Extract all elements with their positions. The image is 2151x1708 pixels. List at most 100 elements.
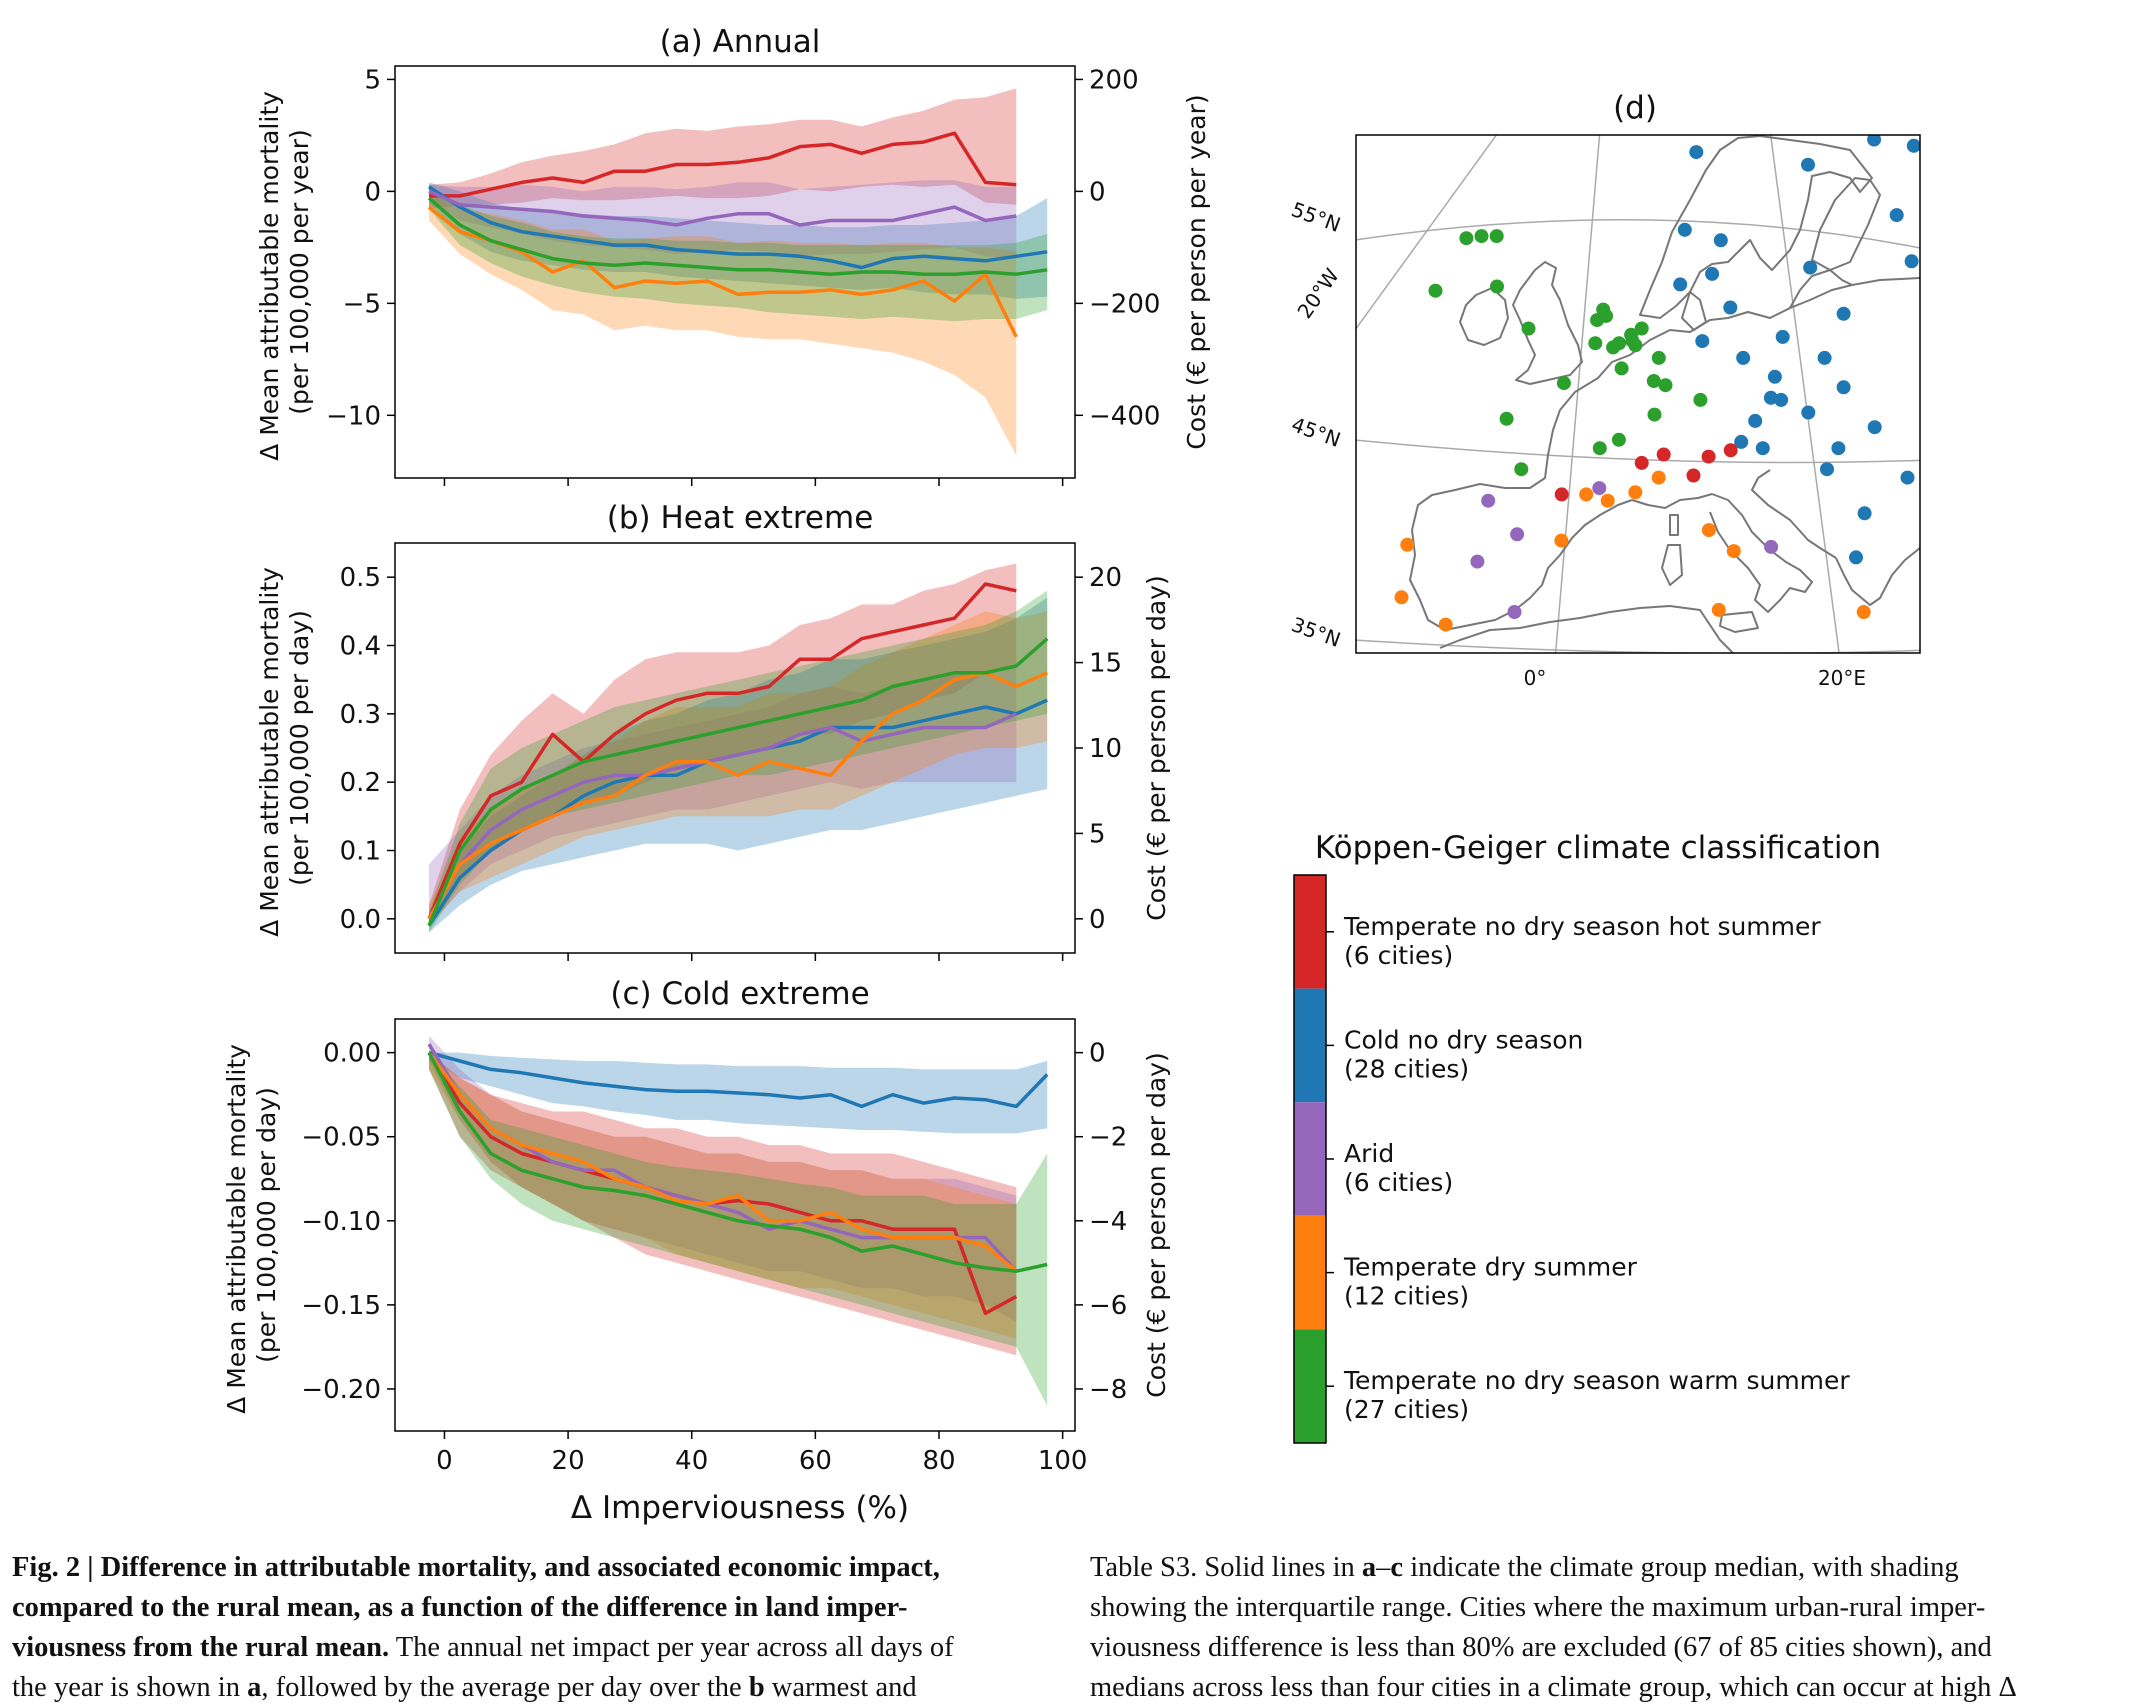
caption-right-line2: showing the interquartile range. Cities … <box>1090 1592 1986 1623</box>
city-point-green <box>1474 229 1489 244</box>
city-point-purple <box>1481 493 1496 508</box>
caption-left-4a: the year is shown in <box>12 1672 248 1703</box>
city-point-green <box>1521 321 1536 336</box>
city-point-blue <box>1906 138 1920 153</box>
caption-right: Table S3. Solid lines in a–c indicate th… <box>1090 1548 2150 1708</box>
caption-left-4c: , followed by the average per day over t… <box>261 1672 749 1703</box>
city-point-green <box>1693 392 1708 407</box>
median-line-green <box>427 637 1049 927</box>
city-point-blue <box>1734 434 1749 449</box>
city-point-blue <box>1817 350 1832 365</box>
city-point-blue <box>1767 369 1782 384</box>
caption-left-4b: a <box>247 1672 262 1703</box>
city-point-red <box>1656 447 1671 462</box>
y-tick-label: −5 <box>343 289 381 319</box>
y-tick-label: 0.2 <box>340 768 381 798</box>
legend: Köppen-Geiger climate classification Tem… <box>1293 830 1881 1444</box>
panel-b-lines <box>427 582 1049 927</box>
y-tick-label: −0.20 <box>301 1375 381 1405</box>
caption-right-1d: c <box>1390 1552 1404 1583</box>
coast-north-africa <box>1439 605 1735 653</box>
right-y-tick-label: −6 <box>1089 1291 1127 1321</box>
caption-left-4e: warmest and <box>764 1672 917 1703</box>
city-point-blue <box>1904 254 1919 269</box>
iqr-band-blue <box>429 182 1048 299</box>
caption-left-line1: Fig. 2 | Difference in attributable mort… <box>12 1548 1062 1588</box>
city-point-green <box>1499 411 1514 426</box>
legend-label-line1: Temperate no dry season hot summer <box>1343 912 1821 941</box>
panel-a-ylabel-line1: Δ Mean attributable mortality <box>255 91 284 461</box>
panel-c-ylabel: Δ Mean attributable mortality (per 100,0… <box>222 1036 281 1414</box>
city-point-blue <box>1889 208 1904 223</box>
lon-label-20e: 20°E <box>1818 666 1866 690</box>
coast-sicily <box>1719 611 1759 633</box>
city-point-blue <box>1831 441 1846 456</box>
caption-right-1a: Table S3. Solid lines in <box>1090 1552 1362 1583</box>
city-point-orange <box>1579 487 1594 502</box>
x-tick-label: 0 <box>436 1446 453 1476</box>
city-point-green <box>1614 361 1629 376</box>
right-y-tick-label: −200 <box>1089 289 1160 319</box>
right-y-tick-label: 0 <box>1089 177 1106 207</box>
city-point-blue <box>1836 380 1851 395</box>
panel-a-ylabel-right: Cost (€ per person per year) <box>1182 94 1211 449</box>
caption-left-line2: compared to the rural mean, as a functio… <box>12 1588 1062 1628</box>
map-area <box>1356 135 1920 653</box>
caption-fig-label: Fig. 2 | <box>12 1552 94 1583</box>
caption-right-1c: – <box>1376 1552 1391 1583</box>
median-line-red <box>427 582 1017 920</box>
city-point-blue <box>1801 157 1815 172</box>
right-y-tick-label: −4 <box>1089 1207 1127 1237</box>
median-line-purple <box>428 189 1017 227</box>
coast-continent <box>1559 277 1920 411</box>
city-point-green <box>1611 432 1626 447</box>
y-tick-label: 5 <box>364 65 381 95</box>
city-point-orange <box>1651 470 1666 485</box>
x-tick-label: 100 <box>1038 1446 1088 1476</box>
city-point-orange <box>1600 493 1615 508</box>
panel-b: (b) Heat extreme 0.5 0.4 0.3 0.2 0.1 0.0 20 15 1… <box>255 500 1171 961</box>
right-y-tick-label: −8 <box>1089 1375 1127 1405</box>
panel-b-ylabel: Δ Mean attributable mortality (per 100,0… <box>255 559 314 937</box>
city-point-blue <box>1775 329 1790 344</box>
legend-label-line2: (28 cities) <box>1344 1054 1469 1083</box>
panel-c-frame <box>394 1018 1076 1432</box>
median-line-orange <box>427 205 1018 338</box>
city-point-blue <box>1801 405 1816 420</box>
city-point-blue <box>1748 413 1763 428</box>
right-y-tick-label: 15 <box>1089 649 1122 679</box>
caption-right-line3: viousness difference is less than 80% ar… <box>1090 1632 1992 1663</box>
y-tick-label: −0.15 <box>301 1291 381 1321</box>
caption-title-part1: Difference in attributable mortality, an… <box>93 1552 940 1583</box>
city-point-green <box>1606 340 1621 355</box>
city-point-blue <box>1689 145 1704 160</box>
y-tick-label: −0.05 <box>301 1123 381 1153</box>
legend-labels: Temperate no dry season hot summer(6 cit… <box>1326 912 1850 1424</box>
median-line-red <box>429 131 1017 198</box>
city-point-green <box>1592 441 1607 456</box>
coast-balkans <box>1835 547 1920 606</box>
city-point-blue <box>1705 266 1720 281</box>
city-point-green <box>1634 321 1649 336</box>
graticule-20e <box>1769 135 1840 653</box>
legend-label-line2: (12 cities) <box>1344 1282 1469 1311</box>
x-tick-label: 20 <box>552 1446 585 1476</box>
right-y-tick-label: −400 <box>1089 401 1160 431</box>
panel-a-bands <box>429 88 1048 456</box>
right-y-tick-label: −2 <box>1089 1123 1127 1153</box>
lon-label-0: 0° <box>1524 666 1547 690</box>
legend-label-line2: (27 cities) <box>1344 1395 1469 1424</box>
panel-c-ylabel-line2: (per 100,000 per day) <box>252 1087 281 1363</box>
city-point-red <box>1701 449 1716 464</box>
legend-label-line1: Temperate dry summer <box>1343 1253 1638 1282</box>
legend-swatch-blue <box>1294 988 1326 1103</box>
city-point-green <box>1514 462 1529 477</box>
city-point-green <box>1658 378 1673 393</box>
coastlines <box>1409 135 1920 653</box>
caption-right-1b: a <box>1361 1552 1377 1583</box>
city-point-green <box>1459 231 1474 246</box>
city-point-blue <box>1713 233 1728 248</box>
y-tick-label: 0.00 <box>323 1039 381 1069</box>
panel-c-ylabel-line1: Δ Mean attributable mortality <box>222 1044 251 1414</box>
coast-scandinavia <box>1639 135 1873 319</box>
